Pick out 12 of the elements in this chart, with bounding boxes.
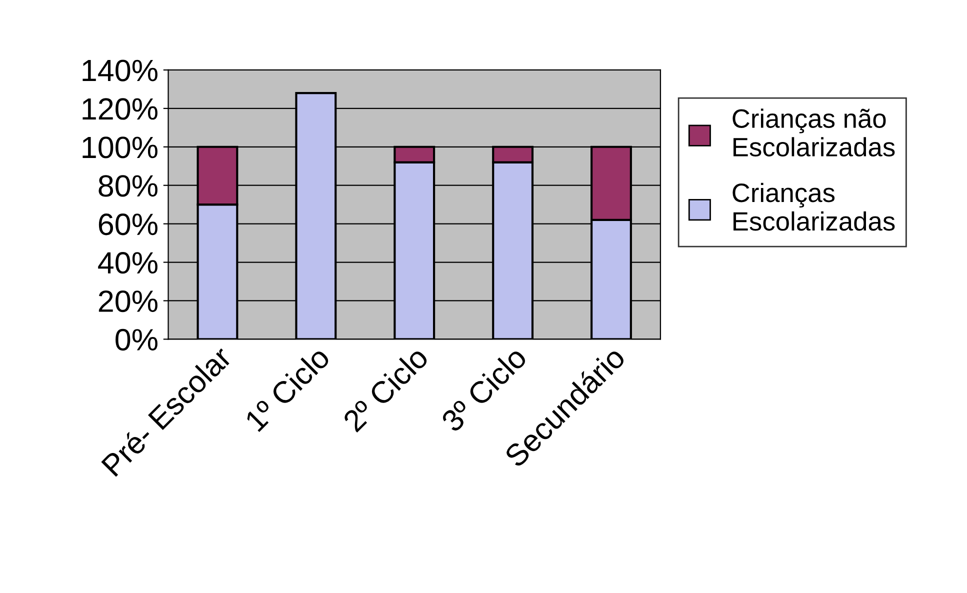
y-tick-label: 20%	[98, 290, 158, 312]
y-tick-label: 140%	[82, 60, 158, 82]
y-tick-label: 40%	[98, 252, 158, 274]
y-tick-label: 60%	[98, 214, 158, 236]
y-tick-label: 120%	[82, 98, 158, 120]
y-tick-label: 80%	[98, 175, 158, 197]
legend-label: Crianças Escolarizadas	[732, 182, 895, 231]
y-tick-label: 0%	[116, 328, 158, 351]
x-tick-label: 2º Ciclo	[342, 344, 430, 433]
legend-label: Crianças não Escolarizadas	[732, 108, 895, 157]
y-tick-label: 100%	[82, 136, 158, 158]
x-tick-label: 1º Ciclo	[244, 344, 331, 432]
